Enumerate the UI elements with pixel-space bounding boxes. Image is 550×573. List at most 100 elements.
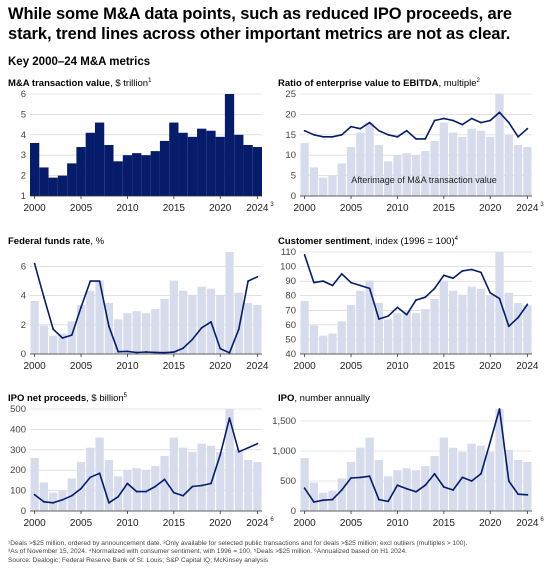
afterimage-bar [513,460,523,511]
data-point [387,315,390,318]
afterimage-bar [151,309,160,354]
x-tick-label: 2015 [433,518,456,529]
afterimage-bar [411,470,421,511]
y-tick-label: 1,500 [272,416,296,427]
panel-title: Customer sentiment, index (1996 = 100)4 [278,236,458,248]
data-point [452,489,455,491]
data-point [507,325,510,328]
bar [113,161,123,196]
data-point [452,119,455,122]
data-point [117,350,120,353]
data-point [107,501,110,504]
data-point [470,480,473,482]
data-point [442,117,445,120]
afterimage-bar [439,280,448,354]
data-point [237,328,240,331]
data-point [452,277,455,280]
afterimage-bar [141,470,151,511]
y-tick-label: 2 [21,320,26,331]
afterimage-bar [337,163,346,196]
afterimage-bar [393,313,402,354]
data-point [313,133,315,136]
y-tick-label: 80 [285,291,296,302]
panel-title-unit: number annually [299,393,370,404]
data-point [415,299,417,301]
afterimage-bar [225,252,234,354]
afterimage-bar [486,451,495,511]
afterimage-bar [309,325,319,354]
afterimage-bar [58,333,67,354]
data-point [80,487,82,490]
afterimage-bar [169,437,178,511]
afterimage-bar [243,303,253,354]
data-point [256,275,259,278]
x-tick-label: 2024 [246,361,269,372]
data-point [480,271,482,274]
y-tick-label: 6 [21,89,26,100]
afterimage-bar [495,252,504,354]
x-tick-label: 2000 [294,203,317,214]
chart-federal-funds-rate: 0 2 4 6 2000 2005 2010 2015 2020 2024 [21,252,269,372]
afterimage-bar [188,451,197,511]
afterimage-bar [439,122,448,196]
afterimage-bar [421,151,430,196]
y-tick-label: 3 [21,150,26,161]
x-tick-label: 2020 [479,361,502,372]
afterimage-bar [234,449,243,511]
afterimage-bar [495,94,504,196]
data-point [433,472,436,475]
panel-title-unit: $ billion [91,393,124,405]
data-point [322,280,325,283]
x-tick-label: 2024 [516,361,539,372]
afterimage-bar [458,294,467,354]
x-tick-label: 2010 [116,361,139,372]
data-point [526,493,529,496]
data-point [135,351,138,354]
afterimage-bar [30,457,39,511]
data-point [498,111,501,114]
afterimage-bar [365,280,374,354]
chart-ipo-net-proceeds: 0 100 200 300 400 500 2000 2005 2010 2015 2020 2024… [10,404,274,529]
panel-ma-transaction-value: M&A transaction value, $ trillion1 1 2 3 4 5… [8,78,274,228]
data-point [313,501,315,503]
x-tick-label: 2000 [24,361,47,372]
y-tick-label: 70 [285,305,296,316]
data-point [498,297,501,300]
bar [57,175,68,196]
afterimage-bar [384,161,393,196]
x-tick-label: 2020 [209,361,232,372]
panel-title: IPO net proceeds, $ billion5 [8,393,127,405]
afterimage-bar [458,451,467,511]
afterimage-bar [206,445,216,511]
afterimage-bar [476,130,486,196]
data-point [424,484,427,487]
afterimage-bar [365,437,374,511]
data-point [126,350,129,353]
afterimage-bar [486,294,495,354]
x-tick-label: 2020 [479,203,502,214]
x-tick-label: 2024 [246,518,269,529]
data-point [433,119,436,122]
data-point [256,442,259,445]
bar [159,140,170,196]
data-point [98,472,101,475]
data-point [331,498,334,501]
data-point [498,408,501,410]
afterimage-bar [76,462,86,511]
data-point [303,129,306,132]
footnote-marker: 5 [123,393,127,399]
afterimage-bar [39,325,49,354]
data-point [43,500,45,503]
afterimage-bar [504,134,513,196]
x-tick-label: 2010 [386,518,409,529]
afterimage-bar [225,409,234,511]
data-point [163,351,166,354]
bar [30,142,40,196]
data-point [228,417,231,420]
data-point [461,123,464,126]
y-tick-label: 4 [21,291,26,302]
data-point [350,477,352,479]
afterimage-bar [421,309,430,354]
data-point [303,487,306,490]
afterimage-bar [374,460,384,511]
